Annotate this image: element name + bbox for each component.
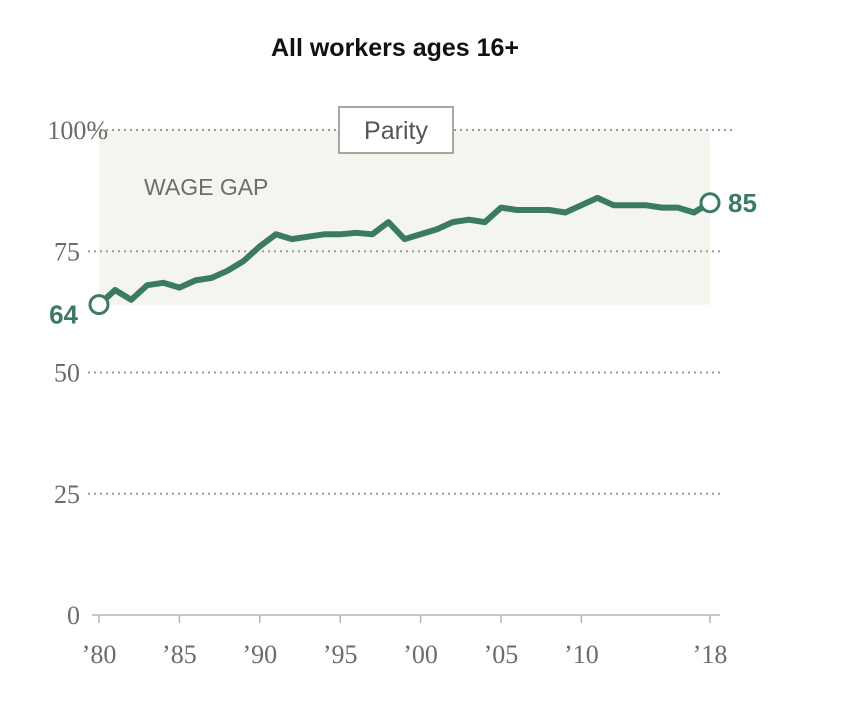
x-axis [92, 614, 720, 623]
x-tick-label: ’10 [564, 640, 599, 669]
x-tick-label: ’90 [242, 640, 277, 669]
y-tick-label: 50 [54, 359, 80, 388]
y-tick-label: 100% [47, 116, 108, 145]
parity-label: Parity [364, 117, 428, 145]
x-tick-label: ’00 [403, 640, 438, 669]
wage-gap-region [99, 130, 710, 305]
x-tick-label: ’05 [484, 640, 519, 669]
y-tick-label: 25 [54, 480, 80, 509]
end-point-marker [699, 192, 721, 214]
end-value-label: 85 [728, 188, 757, 218]
wage-gap-label: WAGE GAP [144, 174, 268, 200]
tick-labels: 0 25 50 75 100% ’80 ’85 ’90 ’95 ’00 ’05 ’10 ’18 [47, 116, 727, 669]
parity-label-box [338, 106, 454, 154]
y-tick-label: 75 [54, 237, 80, 266]
x-tick-label: ’85 [162, 640, 197, 669]
series-line [96, 194, 713, 308]
x-tick-label: ’95 [323, 640, 358, 669]
x-tick-label: ’18 [693, 640, 728, 669]
y-tick-label: 0 [67, 601, 80, 630]
series-layer [88, 192, 721, 316]
start-value-label: 64 [49, 300, 78, 330]
x-tick-label: ’80 [82, 640, 117, 669]
chart-title: All workers ages 16+ [270, 34, 520, 62]
start-point-marker [88, 294, 110, 316]
